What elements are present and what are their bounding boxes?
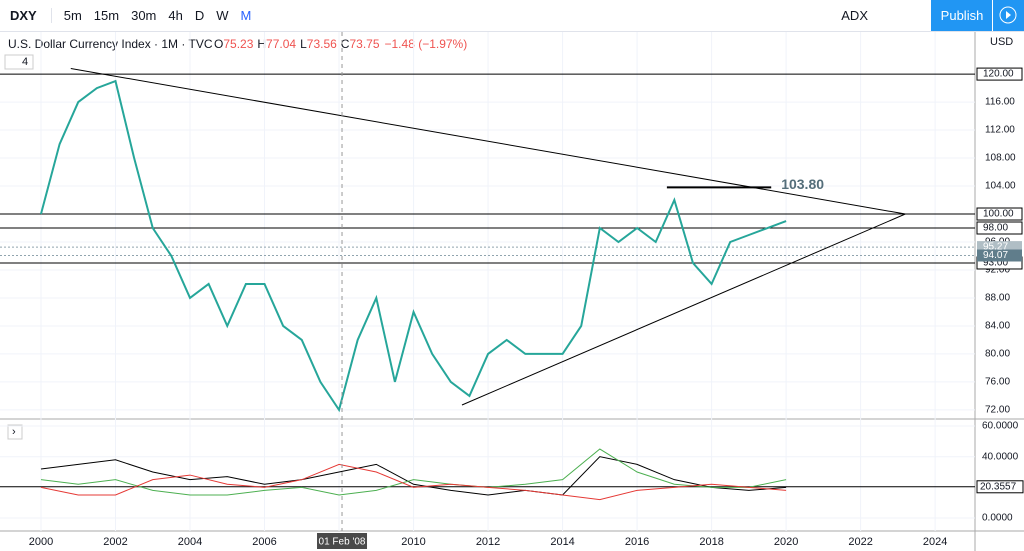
y-tick-label: 108.00 [985, 153, 1016, 164]
x-tick-label: 2002 [103, 536, 127, 548]
y-tick-label: 80.00 [985, 349, 1010, 360]
x-tick-label: 2012 [476, 536, 500, 548]
x-tick-label: 2016 [625, 536, 649, 548]
symbol[interactable]: DXY [0, 8, 52, 23]
change: −1.48 (−1.97%) [385, 37, 468, 51]
collapse-count[interactable]: 4 [22, 56, 28, 68]
y-tick-label: 92.00 [985, 265, 1010, 276]
y-tick-label: 84.00 [985, 321, 1010, 332]
level-label: 100.00 [983, 209, 1014, 220]
level-tag [976, 221, 1023, 235]
x-tick-label: 2006 [252, 536, 276, 548]
marker-label: 94.07 [983, 250, 1008, 261]
resistance-label: 103.80 [781, 176, 824, 192]
currency: USD [990, 36, 1013, 48]
interval[interactable]: 4h [168, 8, 183, 23]
x-tick-label: 2018 [699, 536, 723, 548]
interval[interactable]: M [240, 8, 252, 23]
level-label: 93.00 [983, 258, 1008, 269]
interval[interactable]: 5m [63, 8, 82, 23]
y-tick-label: 104.00 [985, 181, 1016, 192]
interval[interactable]: D [194, 8, 205, 23]
indicator[interactable]: ADX [841, 8, 868, 23]
ohlc-label: O [214, 37, 223, 51]
intervals: 5m 15m 30m 4h D W M [52, 8, 264, 23]
x-tick-label: 2024 [923, 536, 947, 548]
x-tick-label: 2010 [401, 536, 425, 548]
marker-label: 95.27 [983, 242, 1008, 253]
adx-level-tag [976, 480, 1024, 494]
level-label: 98.00 [983, 223, 1008, 234]
trendline [70, 67, 906, 215]
ohlc-label: L [300, 37, 307, 51]
trendline [461, 213, 906, 406]
ohlc-value: 77.04 [266, 37, 296, 51]
adx-line [40, 448, 787, 496]
marker-tag [977, 249, 1022, 262]
ohlc-label: H [257, 37, 266, 51]
chart: U.S. Dollar Currency Index · 1M · TVC US… [0, 32, 1024, 551]
y-tick-label: 40.0000 [982, 451, 1019, 462]
interval[interactable]: 15m [93, 8, 120, 23]
y-tick-label: 72.00 [985, 405, 1010, 416]
adx-line [40, 463, 787, 501]
x-tick-label: 2022 [848, 536, 872, 548]
publish-button[interactable]: Publish [931, 0, 993, 31]
y-tick-label: 116.00 [985, 97, 1015, 108]
crosshair-tag [317, 533, 368, 549]
ohlc-value: 75.23 [223, 37, 253, 51]
level-tag [976, 207, 1023, 221]
y-tick-label: 112.00 [985, 125, 1015, 136]
play-button[interactable] [992, 0, 1024, 31]
x-tick-label: 2020 [774, 536, 798, 548]
adx-line [40, 456, 787, 496]
legend-ohlc: O75.23 H77.04 L73.56 C73.75 −1.48 (−1.97%) [214, 37, 467, 51]
ohlc-value: 73.75 [349, 37, 379, 51]
price-line [40, 79, 787, 413]
interval[interactable]: 30m [131, 8, 157, 23]
adx-level-label: 20.3557 [980, 481, 1017, 492]
crosshair-label: 01 Feb '08 [319, 537, 366, 548]
x-tick-label: 2004 [178, 536, 202, 548]
ohlc-label: C [341, 37, 350, 51]
y-tick-label: 88.00 [985, 293, 1010, 304]
y-tick-label: 76.00 [985, 377, 1010, 388]
y-tick-label: 0.0000 [982, 513, 1013, 524]
level-label: 120.00 [983, 69, 1014, 80]
level-tag [976, 67, 1023, 81]
y-tick-label: 60.0000 [982, 421, 1019, 432]
x-tick-label: 2014 [550, 536, 574, 548]
interval[interactable]: W [216, 8, 229, 23]
legend-title: U.S. Dollar Currency Index · 1M · TVC [8, 37, 213, 51]
ohlc-value: 73.56 [307, 37, 337, 51]
toolbar: DXY 5m 15m 30m 4h D W M ADX Publish [0, 0, 1024, 32]
x-tick-label: 2000 [29, 536, 53, 548]
collapse-button[interactable]: › [12, 426, 16, 438]
